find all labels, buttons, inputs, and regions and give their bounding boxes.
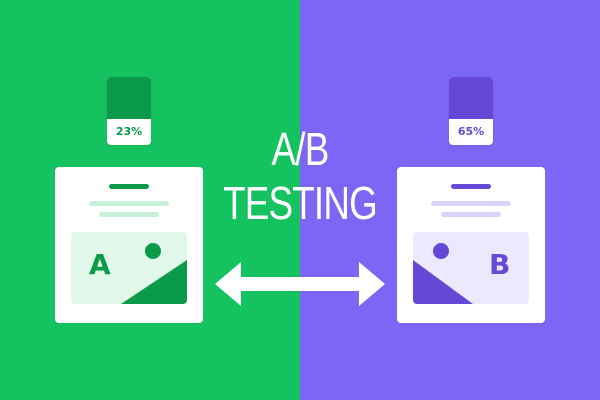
- image-mountain-icon: [413, 260, 473, 304]
- variant-b-percent: 65%: [457, 125, 485, 138]
- variant-a-header-bar: [109, 184, 149, 189]
- variant-b-badge-fill: [449, 77, 493, 119]
- variant-a-image-placeholder: A: [71, 232, 187, 304]
- title-line-2: TESTING: [223, 177, 378, 229]
- variant-b-header-bar: [451, 184, 491, 189]
- variant-b-page-card: B: [397, 167, 545, 323]
- variant-a-text-line: [99, 212, 159, 217]
- image-placeholder-icon: [121, 243, 187, 304]
- double-headed-arrow-icon: [215, 262, 385, 306]
- variant-a-badge-fill: [107, 77, 151, 119]
- image-placeholder-icon: [413, 243, 473, 304]
- variant-a-conversion-badge: 23%: [107, 77, 151, 145]
- variant-a-page-card: A: [55, 167, 203, 323]
- arrow-shape: [215, 262, 385, 306]
- variant-b-letter: B: [489, 248, 511, 281]
- variant-b-text-line: [431, 201, 511, 206]
- title-line-1: A/B: [271, 123, 330, 175]
- variant-b-text-line: [441, 212, 501, 217]
- variant-b-conversion-badge: 65%: [449, 77, 493, 145]
- variant-a-percent: 23%: [115, 125, 143, 138]
- variant-b-image-placeholder: B: [413, 232, 529, 304]
- image-sun-icon: [145, 243, 161, 259]
- image-sun-icon: [433, 243, 449, 259]
- variant-a-letter: A: [89, 248, 111, 281]
- variant-a-text-line: [89, 201, 169, 206]
- image-mountain-icon: [121, 260, 187, 304]
